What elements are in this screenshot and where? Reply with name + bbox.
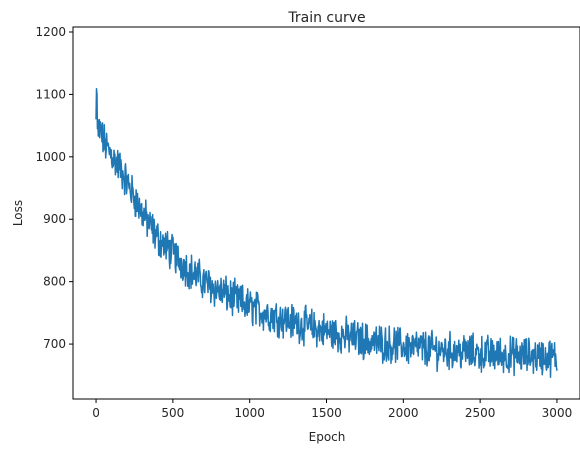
y-axis-label: Loss xyxy=(11,200,25,226)
x-tick-label: 2500 xyxy=(465,406,496,420)
x-tick-label: 3000 xyxy=(542,406,573,420)
plot-area xyxy=(95,88,558,378)
y-tick-label: 1000 xyxy=(35,150,66,164)
loss-series-line xyxy=(95,88,558,378)
y-axis-ticks: 700 800 900 1000 1100 1200 xyxy=(35,25,73,351)
x-axis-ticks: 0 500 1000 1500 2000 2500 3000 xyxy=(92,399,572,420)
x-tick-label: 1500 xyxy=(311,406,342,420)
y-tick-label: 800 xyxy=(43,275,66,289)
chart-title: Train curve xyxy=(287,10,365,26)
x-tick-label: 500 xyxy=(161,406,184,420)
y-tick-label: 1100 xyxy=(35,87,66,101)
y-tick-label: 1200 xyxy=(35,25,66,39)
y-tick-label: 900 xyxy=(43,212,66,226)
x-tick-label: 2000 xyxy=(388,406,419,420)
y-tick-label: 700 xyxy=(43,337,66,351)
x-tick-label: 0 xyxy=(92,406,100,420)
x-tick-label: 1000 xyxy=(234,406,265,420)
x-axis-label: Epoch xyxy=(309,430,346,444)
axes-frame xyxy=(72,26,580,400)
